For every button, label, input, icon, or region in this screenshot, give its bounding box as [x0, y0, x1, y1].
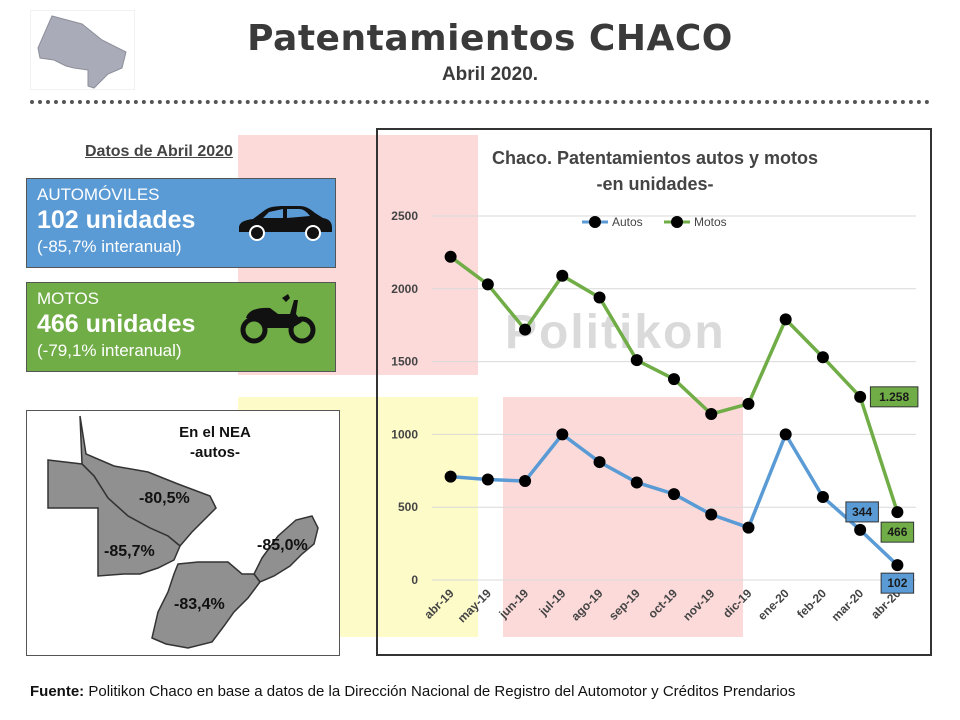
- legend-label: Motos: [694, 215, 727, 229]
- data-point-autos: [444, 470, 457, 483]
- footer-text: Politikon Chaco en base a datos de la Di…: [88, 683, 796, 700]
- x-tick-label: mar-20: [829, 586, 867, 624]
- legend-marker: [671, 216, 683, 228]
- data-point-motos: [742, 397, 755, 410]
- motorcycle-icon: [240, 294, 316, 344]
- nea-value-chaco: -85,7%: [104, 543, 155, 560]
- data-point-motos: [854, 390, 867, 403]
- data-label-box: [880, 572, 915, 594]
- decorative-pink-block: [503, 397, 743, 637]
- y-tick-label: 1000: [391, 427, 418, 441]
- data-label: 466: [887, 525, 907, 539]
- data-point-motos: [816, 351, 829, 364]
- data-point-autos: [779, 428, 792, 441]
- x-tick-label: may-19: [455, 586, 494, 625]
- data-point-autos: [854, 523, 867, 536]
- x-tick-label: ago-19: [568, 586, 605, 623]
- chart-title: Chaco. Patentamientos autos y motos: [491, 148, 819, 168]
- data-label-box: [869, 386, 919, 408]
- data-point-autos: [481, 473, 494, 486]
- page-title: Patentamientos CHACO: [247, 18, 733, 59]
- autos-value: 102 unidades: [37, 206, 196, 234]
- y-tick-label: 2500: [391, 209, 418, 223]
- x-tick-label: abr-19: [421, 586, 457, 622]
- motos-label: MOTOS: [37, 289, 100, 308]
- chart-title-block: Chaco. Patentamientos autos y motos -en …: [380, 145, 930, 197]
- x-tick-label: sep-19: [606, 586, 643, 623]
- nea-map: [47, 415, 319, 649]
- data-label: 344: [852, 505, 872, 519]
- data-point-autos: [705, 508, 718, 521]
- legend-marker: [589, 216, 601, 228]
- y-tick-label: 2000: [391, 282, 418, 296]
- data-point-autos: [630, 476, 643, 489]
- footer: Fuente: Politikon Chaco en base a datos …: [30, 683, 795, 700]
- x-tick-label: oct-19: [645, 586, 680, 621]
- corrientes-region: [151, 561, 261, 649]
- data-point-motos: [556, 269, 569, 282]
- chaco-map-icon: [30, 10, 135, 90]
- x-tick-label: nov-19: [680, 586, 717, 623]
- nea-title-line2: -autos-: [190, 444, 240, 461]
- nea-value-formosa: -80,5%: [139, 490, 190, 507]
- data-point-motos: [444, 250, 457, 263]
- header-divider: [30, 100, 930, 104]
- nea-title-line1: En el NEA: [179, 424, 251, 441]
- x-tick-label: jul-19: [536, 586, 569, 619]
- data-label: 102: [887, 576, 907, 590]
- chart-subtitle: -en unidades-: [596, 174, 714, 194]
- footer-label: Fuente:: [30, 683, 85, 700]
- data-label-box: [880, 521, 915, 543]
- data-label: 1.258: [879, 390, 909, 404]
- nea-value-corrientes: -83,4%: [174, 596, 225, 613]
- summary-title: Datos de Abril 2020: [85, 143, 233, 160]
- legend-label: Autos: [612, 215, 643, 229]
- chaco-region: [47, 459, 181, 577]
- data-point-motos: [891, 506, 904, 519]
- autos-card: AUTOMÓVILES 102 unidades (-85,7% interan…: [26, 178, 336, 268]
- y-tick-label: 500: [398, 500, 418, 514]
- x-tick-label: jun-19: [496, 586, 532, 622]
- page-subtitle: Abril 2020.: [441, 64, 539, 85]
- car-icon: [239, 206, 332, 241]
- data-point-motos: [481, 278, 494, 291]
- data-point-autos: [816, 491, 829, 504]
- data-point-autos: [742, 521, 755, 534]
- motos-pct: (-79,1% interanual): [37, 341, 182, 360]
- nea-title: En el NEA -autos-: [150, 423, 280, 463]
- data-point-motos: [593, 291, 606, 304]
- data-label-box: [845, 501, 879, 523]
- data-point-autos: [891, 559, 904, 572]
- data-point-autos: [593, 456, 606, 469]
- autos-label: AUTOMÓVILES: [37, 185, 160, 204]
- y-tick-label: 1500: [391, 355, 418, 369]
- watermark: Politikon: [505, 306, 726, 359]
- x-tick-label: ene-20: [755, 586, 792, 623]
- motos-value: 466 unidades: [37, 310, 196, 338]
- autos-pct: (-85,7% interanual): [37, 237, 182, 256]
- data-point-motos: [668, 373, 680, 386]
- x-tick-label: dic-19: [720, 586, 755, 621]
- nea-value-misiones: -85,0%: [257, 537, 308, 554]
- data-point-autos: [556, 428, 569, 441]
- data-point-motos: [519, 323, 532, 336]
- data-point-motos: [705, 408, 718, 421]
- data-point-motos: [630, 354, 643, 367]
- data-point-autos: [668, 488, 680, 501]
- data-point-motos: [779, 313, 792, 326]
- data-point-autos: [519, 474, 532, 487]
- y-tick-label: 0: [411, 573, 418, 587]
- chart-frame: [376, 128, 932, 656]
- x-tick-label: feb-20: [794, 586, 829, 621]
